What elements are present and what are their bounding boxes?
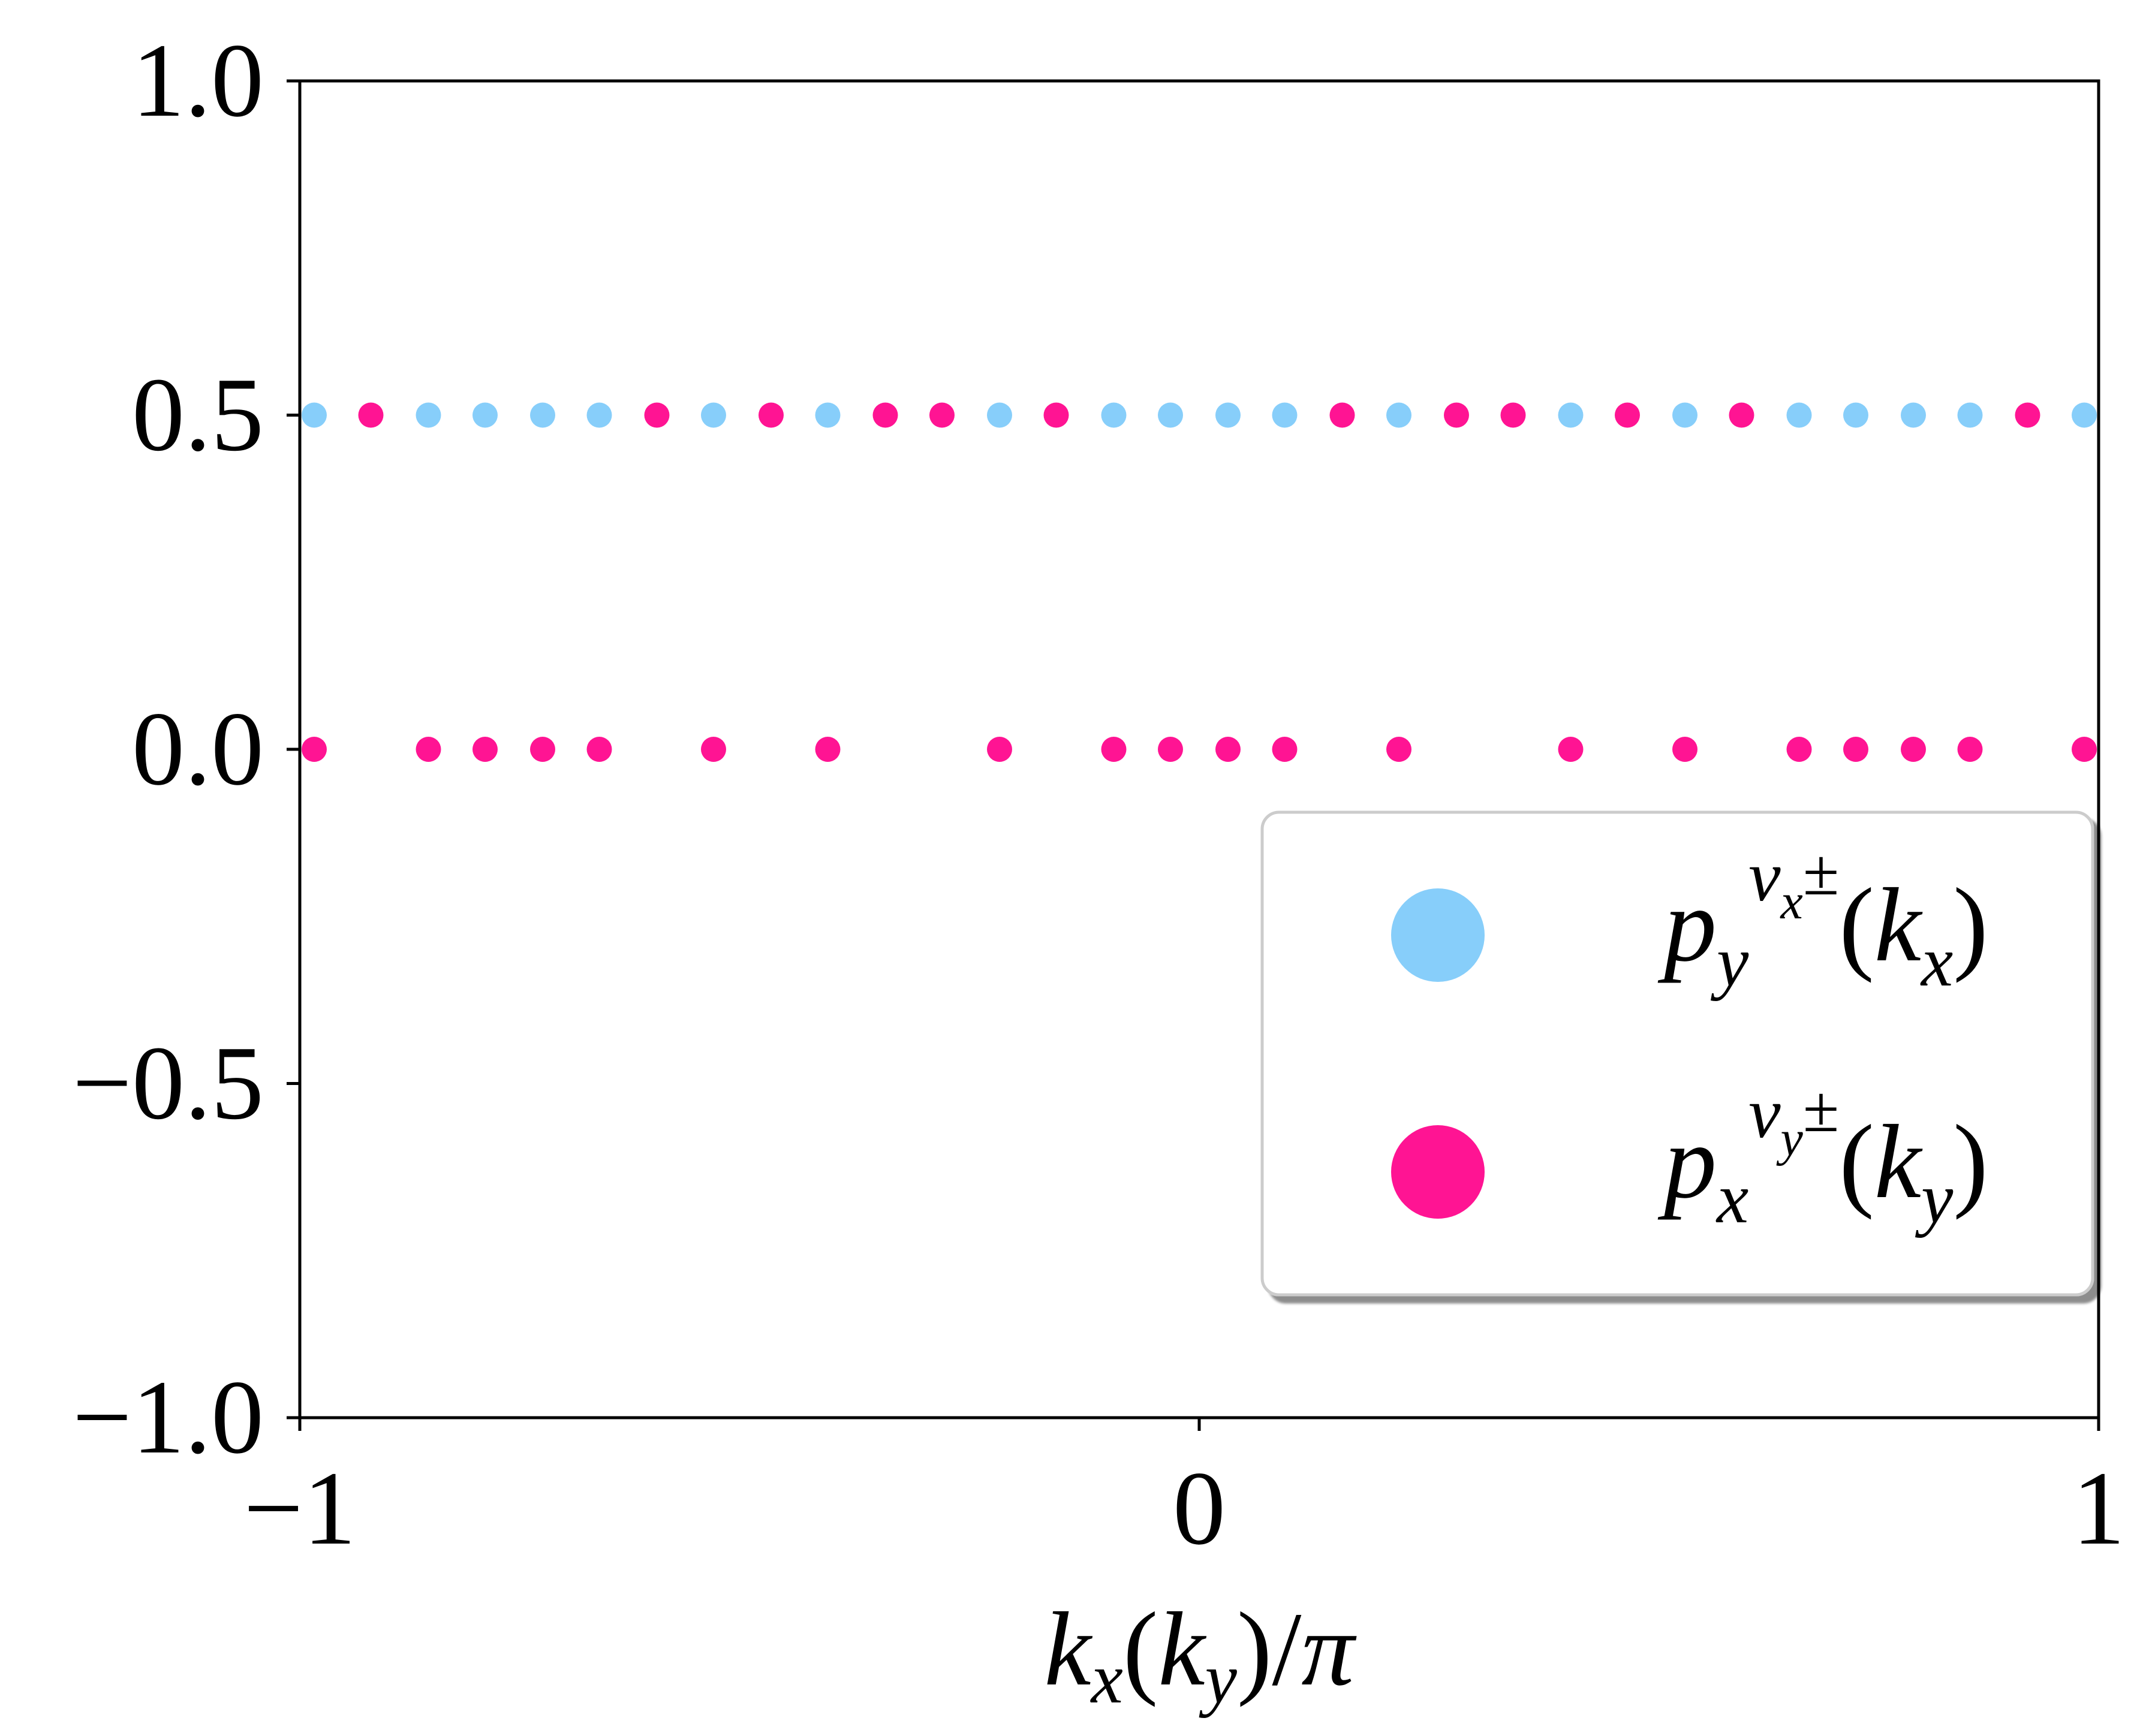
series-0-point-13: [1558, 402, 1584, 428]
legend-entries: pyνx±(kx) pxνy±(ky): [1391, 836, 1988, 1238]
x-tick-label: −1: [243, 1450, 356, 1567]
series-1-point-29: [1901, 737, 1926, 762]
series-1-point-23: [1272, 737, 1298, 762]
series-1-point-14: [472, 737, 498, 762]
series-0-point-0: [302, 402, 327, 428]
y-tick-label: 0.0: [132, 691, 264, 807]
series-1-point-30: [1957, 737, 1983, 762]
series-1-point-28: [1843, 737, 1868, 762]
x-tick-label: 0: [1173, 1450, 1226, 1567]
series-0-point-7: [987, 402, 1012, 428]
series-1-point-21: [1158, 737, 1183, 762]
series-0-point-5: [701, 402, 726, 428]
series-1-point-26: [1672, 737, 1697, 762]
series-1-point-12: [302, 737, 327, 762]
series-1-point-8: [1500, 402, 1526, 428]
y-axis: 1.0 0.5 0.0 −0.5 −1.0: [73, 22, 300, 1476]
series-0-point-17: [1901, 402, 1926, 428]
series-1-point-4: [929, 402, 955, 428]
y-tick-label: 0.5: [132, 357, 264, 474]
series-0-point-15: [1786, 402, 1812, 428]
series-1-point-27: [1786, 737, 1812, 762]
series-1-point-15: [530, 737, 555, 762]
series-1-point-10: [1729, 402, 1754, 428]
series-1-point-19: [987, 737, 1012, 762]
x-axis: −1 0 1: [243, 1418, 2125, 1567]
series-0-point-2: [472, 402, 498, 428]
series-1-point-5: [1043, 402, 1069, 428]
series-0-point-11: [1272, 402, 1298, 428]
series-1-point-11: [2015, 402, 2040, 428]
series-0-point-19: [2072, 402, 2097, 428]
series-1-point-25: [1558, 737, 1584, 762]
legend-marker-1: [1391, 1125, 1485, 1219]
series-1-point-16: [586, 737, 612, 762]
y-tick-label: −0.5: [73, 1025, 264, 1142]
series-0-point-14: [1672, 402, 1697, 428]
series-1-point-2: [759, 402, 784, 428]
series-1-point-6: [1329, 402, 1355, 428]
x-tick-label: 1: [2072, 1450, 2125, 1567]
series-1-point-22: [1215, 737, 1241, 762]
series-0-point-12: [1386, 402, 1411, 428]
y-tick-label: 1.0: [132, 22, 264, 139]
series-1-point-13: [416, 737, 441, 762]
x-axis-label: kx(ky)/π: [1044, 1591, 1357, 1718]
series-0-point-10: [1215, 402, 1241, 428]
series-0-point-4: [586, 402, 612, 428]
legend-label-1: pxνy±(ky): [1657, 1072, 1988, 1238]
series-1-point-7: [1444, 402, 1469, 428]
legend-marker-0: [1391, 888, 1485, 982]
series-1-point-18: [815, 737, 841, 762]
y-tick-label: −1.0: [73, 1359, 264, 1476]
series-1-point-31: [2072, 737, 2097, 762]
series-1-point-24: [1386, 737, 1411, 762]
series-0-point-1: [416, 402, 441, 428]
series-1-point-3: [872, 402, 898, 428]
series-0-point-8: [1101, 402, 1127, 428]
series-1-point-17: [701, 737, 726, 762]
series-1-point-9: [1615, 402, 1640, 428]
series-0-point-9: [1158, 402, 1183, 428]
series-0-point-18: [1957, 402, 1983, 428]
series-0-point-3: [530, 402, 555, 428]
legend-label-0: pyνx±(kx): [1657, 836, 1988, 1001]
data-points: [302, 402, 2097, 762]
series-0-point-6: [815, 402, 841, 428]
series-0-point-16: [1843, 402, 1868, 428]
series-1-point-0: [358, 402, 384, 428]
series-1-point-20: [1101, 737, 1127, 762]
series-1-point-1: [644, 402, 670, 428]
